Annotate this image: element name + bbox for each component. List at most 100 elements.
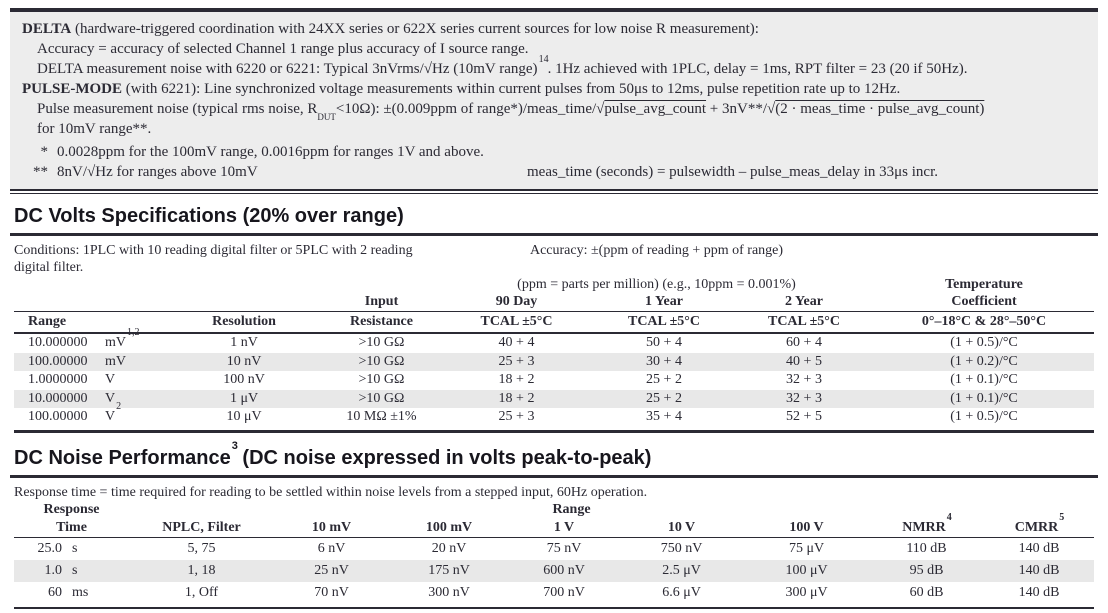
nplc-filter-cell: 5, 75 xyxy=(187,540,216,556)
formula-mid-1: <10Ω): ±(0.009ppm of range*)/meas_time/√ xyxy=(335,101,605,117)
subscript-dut: DUT xyxy=(317,112,336,122)
col-header-range: Range xyxy=(28,314,67,329)
col-header-nplc-filter: NPLC, Filter xyxy=(162,519,241,535)
response-time-cell: 60 ms xyxy=(14,582,129,604)
pulse-mode-label: PULSE-MODE xyxy=(22,81,123,97)
table-row: 100.00000 mV 10 nV >10 GΩ 25 + 3 30 + 4 4… xyxy=(14,352,1094,371)
footnote-ref-4: 4 xyxy=(946,511,952,523)
range-cell: 1.0000000 V xyxy=(14,371,164,390)
col-header-2-year: 2 Year xyxy=(785,294,823,309)
noise-10mv-cell: 70 nV xyxy=(314,584,349,600)
range-value: 1.0000000 xyxy=(28,372,88,387)
conditions-note: Conditions: 1PLC with 10 reading digital… xyxy=(14,243,413,275)
dc-noise-table: Response time = time required for readin… xyxy=(10,484,1098,609)
accuracy-1year-cell: 50 + 4 xyxy=(646,335,682,350)
dc-noise-title-pre: DC Noise Performance xyxy=(14,446,231,469)
footnote-ref: 1,2 xyxy=(127,327,140,339)
footnote-1-text: 0.0028ppm for the 100mV range, 0.0016ppm… xyxy=(57,144,484,160)
noise-100v-cell: 75 μV xyxy=(788,540,825,556)
noise-10v-cell: 750 nV xyxy=(660,540,703,556)
col-header-temp-range: 0°–18°C & 28°–50°C xyxy=(921,314,1047,329)
resistance-cell: >10 GΩ xyxy=(358,353,405,369)
col-header-tcal-1year: TCAL ±5°C xyxy=(627,314,701,329)
pulse-noise-formula: Pulse measurement noise (typical rms noi… xyxy=(22,99,1086,122)
divider xyxy=(10,233,1098,236)
accuracy-90day-cell: 25 + 3 xyxy=(498,409,535,424)
temp-coefficient-cell: (1 + 0.1)/°C xyxy=(950,390,1018,406)
col-header-10v: 10 V xyxy=(667,519,696,535)
pulse-line-1-text: (with 6221): Line synchronized voltage m… xyxy=(122,81,901,97)
col-header-100v: 100 V xyxy=(789,519,824,535)
dc-volts-section-title: DC Volts Specifications (20% over range) xyxy=(14,205,404,227)
table-row: 10.000000 mV1,2 1 nV >10 GΩ 40 + 4 50 + 4… xyxy=(14,328,1094,353)
temp-coefficient-cell: (1 + 0.5)/°C xyxy=(950,335,1018,350)
resolution-cell: 100 nV xyxy=(223,372,265,387)
accuracy-2year-cell: 40 + 5 xyxy=(786,353,822,369)
noise-10mv-cell: 25 nV xyxy=(314,562,349,578)
accuracy-2year-cell: 60 + 4 xyxy=(786,335,822,350)
range-unit: V xyxy=(105,390,116,406)
footnote-2: ** 8nV/√Hz for ranges above 10mV meas_time… xyxy=(22,162,1086,182)
resolution-cell: 1 nV xyxy=(230,335,258,350)
range-cell: 10.000000 V xyxy=(14,390,164,409)
accuracy-2year-cell: 32 + 3 xyxy=(786,372,822,387)
col-header-1-year: 1 Year xyxy=(645,294,683,309)
delta-line-1-text: (hardware-triggered coordination with 24… xyxy=(71,21,759,37)
footnote-2-text: 8nV/√Hz for ranges above 10mV xyxy=(57,164,258,180)
noise-10v-cell: 6.6 μV xyxy=(662,584,701,600)
dc-volts-header-row-1: Input 90 Day 1 Year 2 Year Coefficient xyxy=(14,293,1094,311)
delta-pulse-note-box: DELTA (hardware-triggered coordination w… xyxy=(10,8,1098,191)
accuracy-90day-cell: 18 + 2 xyxy=(498,372,535,387)
dc-volts-table: Conditions: 1PLC with 10 reading digital… xyxy=(10,242,1098,433)
table-row: 10.000000 V 1 μV >10 GΩ 18 + 2 25 + 2 32 … xyxy=(14,389,1094,409)
noise-100mv-cell: 175 nV xyxy=(428,562,470,578)
delta-label: DELTA xyxy=(22,21,72,37)
time-unit: s xyxy=(72,562,78,578)
delta-line-2: Accuracy = accuracy of selected Channel … xyxy=(37,41,529,57)
temperature-header-top: Temperature xyxy=(945,277,1023,292)
range-value: 10.000000 xyxy=(28,390,88,406)
nmrr-cell: 110 dB xyxy=(906,540,947,556)
temp-coefficient-cell: (1 + 0.2)/°C xyxy=(950,353,1018,369)
formula-mid-2: + 3nV**/√ xyxy=(706,101,776,117)
accuracy-note-line-2: (ppm = parts per million) (e.g., 10ppm =… xyxy=(517,277,796,292)
formula-pre: Pulse measurement noise (typical rms noi… xyxy=(37,101,318,117)
footnote-2-marker: ** xyxy=(33,164,48,180)
col-header-range-group: Range xyxy=(552,501,591,517)
delta-line-3-pre: DELTA measurement noise with 6220 or 622… xyxy=(37,61,538,77)
nmrr-label: NMRR xyxy=(902,519,946,535)
radicand-2: (2 · meas_time · pulse_avg_count) xyxy=(775,101,985,117)
accuracy-note-line-1: Accuracy: ±(ppm of reading + ppm of rang… xyxy=(529,243,784,258)
accuracy-1year-cell: 25 + 2 xyxy=(646,390,682,406)
range-value: 10.000000 xyxy=(28,335,88,350)
dc-noise-header-row-2: Time NPLC, Filter 10 mV 100 mV 1 V 10 V … xyxy=(14,512,1094,537)
noise-10v-cell: 2.5 μV xyxy=(662,562,701,578)
resolution-cell: 1 μV xyxy=(229,390,259,406)
noise-100v-cell: 100 μV xyxy=(785,562,828,578)
response-time-cell: 1.0 s xyxy=(14,560,129,582)
accuracy-1year-cell: 30 + 4 xyxy=(646,353,682,369)
response-time-cell: 25.0 s xyxy=(14,538,129,560)
range-unit: mV xyxy=(105,335,126,350)
col-header-response: Response xyxy=(43,501,100,517)
resistance-cell: >10 GΩ xyxy=(358,372,405,387)
nmrr-cell: 60 dB xyxy=(909,584,944,600)
time-value: 25.0 xyxy=(37,540,63,556)
response-time-note: Response time = time required for readin… xyxy=(14,484,648,500)
accuracy-2year-cell: 32 + 3 xyxy=(786,390,822,406)
time-unit: ms xyxy=(72,584,89,600)
noise-10mv-cell: 6 nV xyxy=(317,540,346,556)
col-header-tcal-2year: TCAL ±5°C xyxy=(767,314,841,329)
time-value: 60 xyxy=(48,584,62,600)
footnote-ref-5: 5 xyxy=(1059,511,1065,523)
resistance-cell: >10 GΩ xyxy=(358,390,405,406)
footnote-1: * 0.0028ppm for the 100mV range, 0.0016pp… xyxy=(22,142,1086,162)
meas-time-definition: meas_time (seconds) = pulsewidth – pulse… xyxy=(527,164,939,180)
table-row: 1.0000000 V 100 nV >10 GΩ 18 + 2 25 + 2 3… xyxy=(14,371,1094,390)
accuracy-90day-cell: 18 + 2 xyxy=(498,390,535,406)
accuracy-1year-cell: 25 + 2 xyxy=(646,372,682,387)
cmrr-label: CMRR xyxy=(1014,519,1059,535)
divider xyxy=(14,311,1094,312)
noise-1v-cell: 700 nV xyxy=(543,584,585,600)
